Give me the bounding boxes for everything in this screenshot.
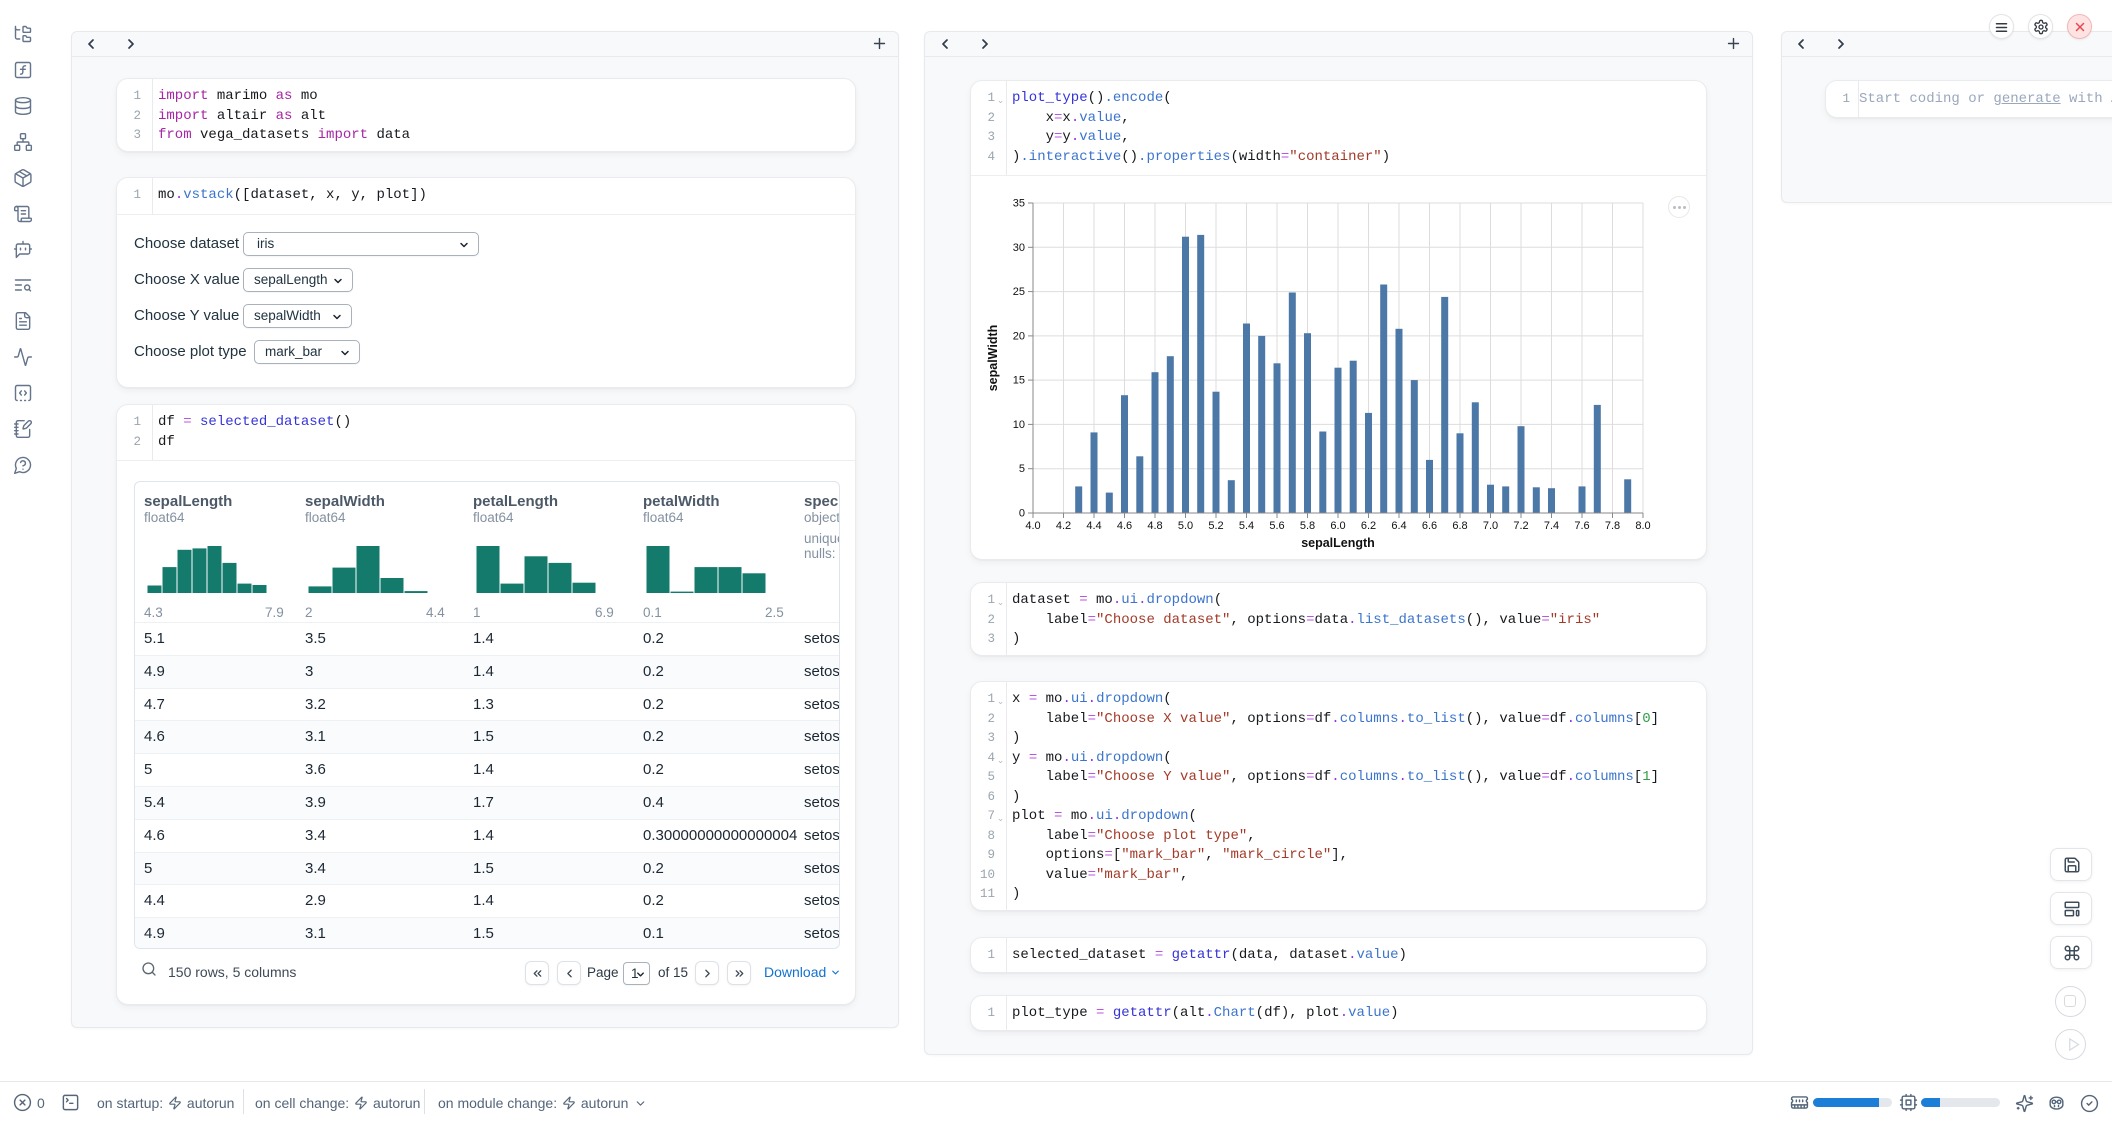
svg-text:7.6: 7.6 (1574, 520, 1589, 532)
svg-text:5.0: 5.0 (1178, 520, 1193, 532)
svg-text:4.8: 4.8 (1147, 520, 1162, 532)
svg-text:10: 10 (1013, 419, 1025, 431)
svg-text:7.4: 7.4 (1544, 520, 1559, 532)
svg-text:4.4: 4.4 (1086, 520, 1101, 532)
svg-text:25: 25 (1013, 286, 1025, 298)
svg-text:7.0: 7.0 (1483, 520, 1498, 532)
svg-text:6.0: 6.0 (1330, 520, 1345, 532)
svg-text:30: 30 (1013, 242, 1025, 254)
svg-text:4.0: 4.0 (1025, 520, 1040, 532)
svg-text:sepalWidth: sepalWidth (986, 325, 1000, 392)
svg-text:5: 5 (1019, 463, 1025, 475)
svg-text:6.6: 6.6 (1422, 520, 1437, 532)
svg-text:6.2: 6.2 (1361, 520, 1376, 532)
svg-text:5.2: 5.2 (1208, 520, 1223, 532)
svg-text:4.2: 4.2 (1056, 520, 1071, 532)
svg-text:15: 15 (1013, 375, 1025, 387)
svg-text:5.8: 5.8 (1300, 520, 1315, 532)
svg-text:5.6: 5.6 (1269, 520, 1284, 532)
svg-text:20: 20 (1013, 330, 1025, 342)
svg-text:7.8: 7.8 (1605, 520, 1620, 532)
svg-text:4.6: 4.6 (1117, 520, 1132, 532)
svg-text:6.8: 6.8 (1452, 520, 1467, 532)
svg-text:sepalLength: sepalLength (1301, 536, 1375, 550)
svg-text:8.0: 8.0 (1635, 520, 1650, 532)
svg-text:35: 35 (1013, 198, 1025, 210)
svg-text:5.4: 5.4 (1239, 520, 1254, 532)
svg-text:6.4: 6.4 (1391, 520, 1406, 532)
svg-text:7.2: 7.2 (1513, 520, 1528, 532)
svg-text:0: 0 (1019, 508, 1025, 520)
